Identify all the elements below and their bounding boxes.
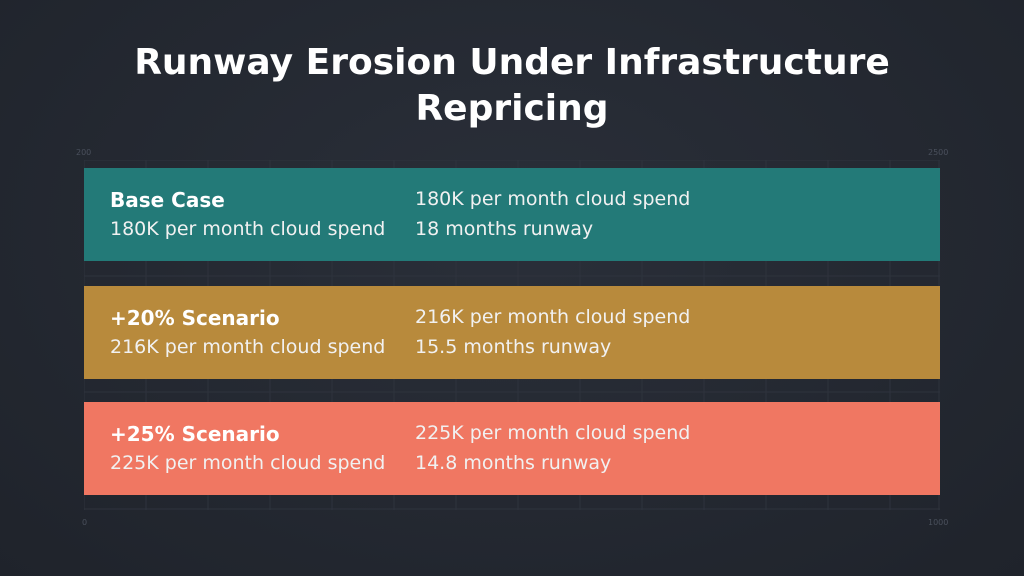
scenario-subtitle: 225K per month cloud spend (110, 452, 386, 474)
axis-label: 0 (82, 518, 88, 527)
axis-label: 200 (76, 148, 92, 157)
scenario-bar: +20% Scenario 216K per month cloud spend… (84, 286, 940, 379)
scenario-detail: 14.8 months runway (415, 452, 612, 474)
scenario-detail: 15.5 months runway (415, 336, 612, 358)
scenario-name: +25% Scenario (110, 422, 280, 446)
scenario-detail: 18 months runway (415, 218, 594, 240)
scenario-subtitle: 216K per month cloud spend (110, 336, 386, 358)
axis-label: 1000 (928, 518, 949, 527)
scenario-bar: Base Case 180K per month cloud spend 180… (84, 168, 940, 261)
scenario-name: +20% Scenario (110, 306, 280, 330)
scenario-detail: 180K per month cloud spend (415, 188, 691, 210)
axis-label: 2500 (928, 148, 949, 157)
scenario-bar: +25% Scenario 225K per month cloud spend… (84, 402, 940, 495)
scenario-subtitle: 180K per month cloud spend (110, 218, 386, 240)
scenario-detail: 225K per month cloud spend (415, 422, 691, 444)
title: Runway Erosion Under Infrastructure Repr… (134, 42, 890, 129)
scenario-detail: 216K per month cloud spend (415, 306, 691, 328)
scenario-name: Base Case (110, 188, 225, 212)
